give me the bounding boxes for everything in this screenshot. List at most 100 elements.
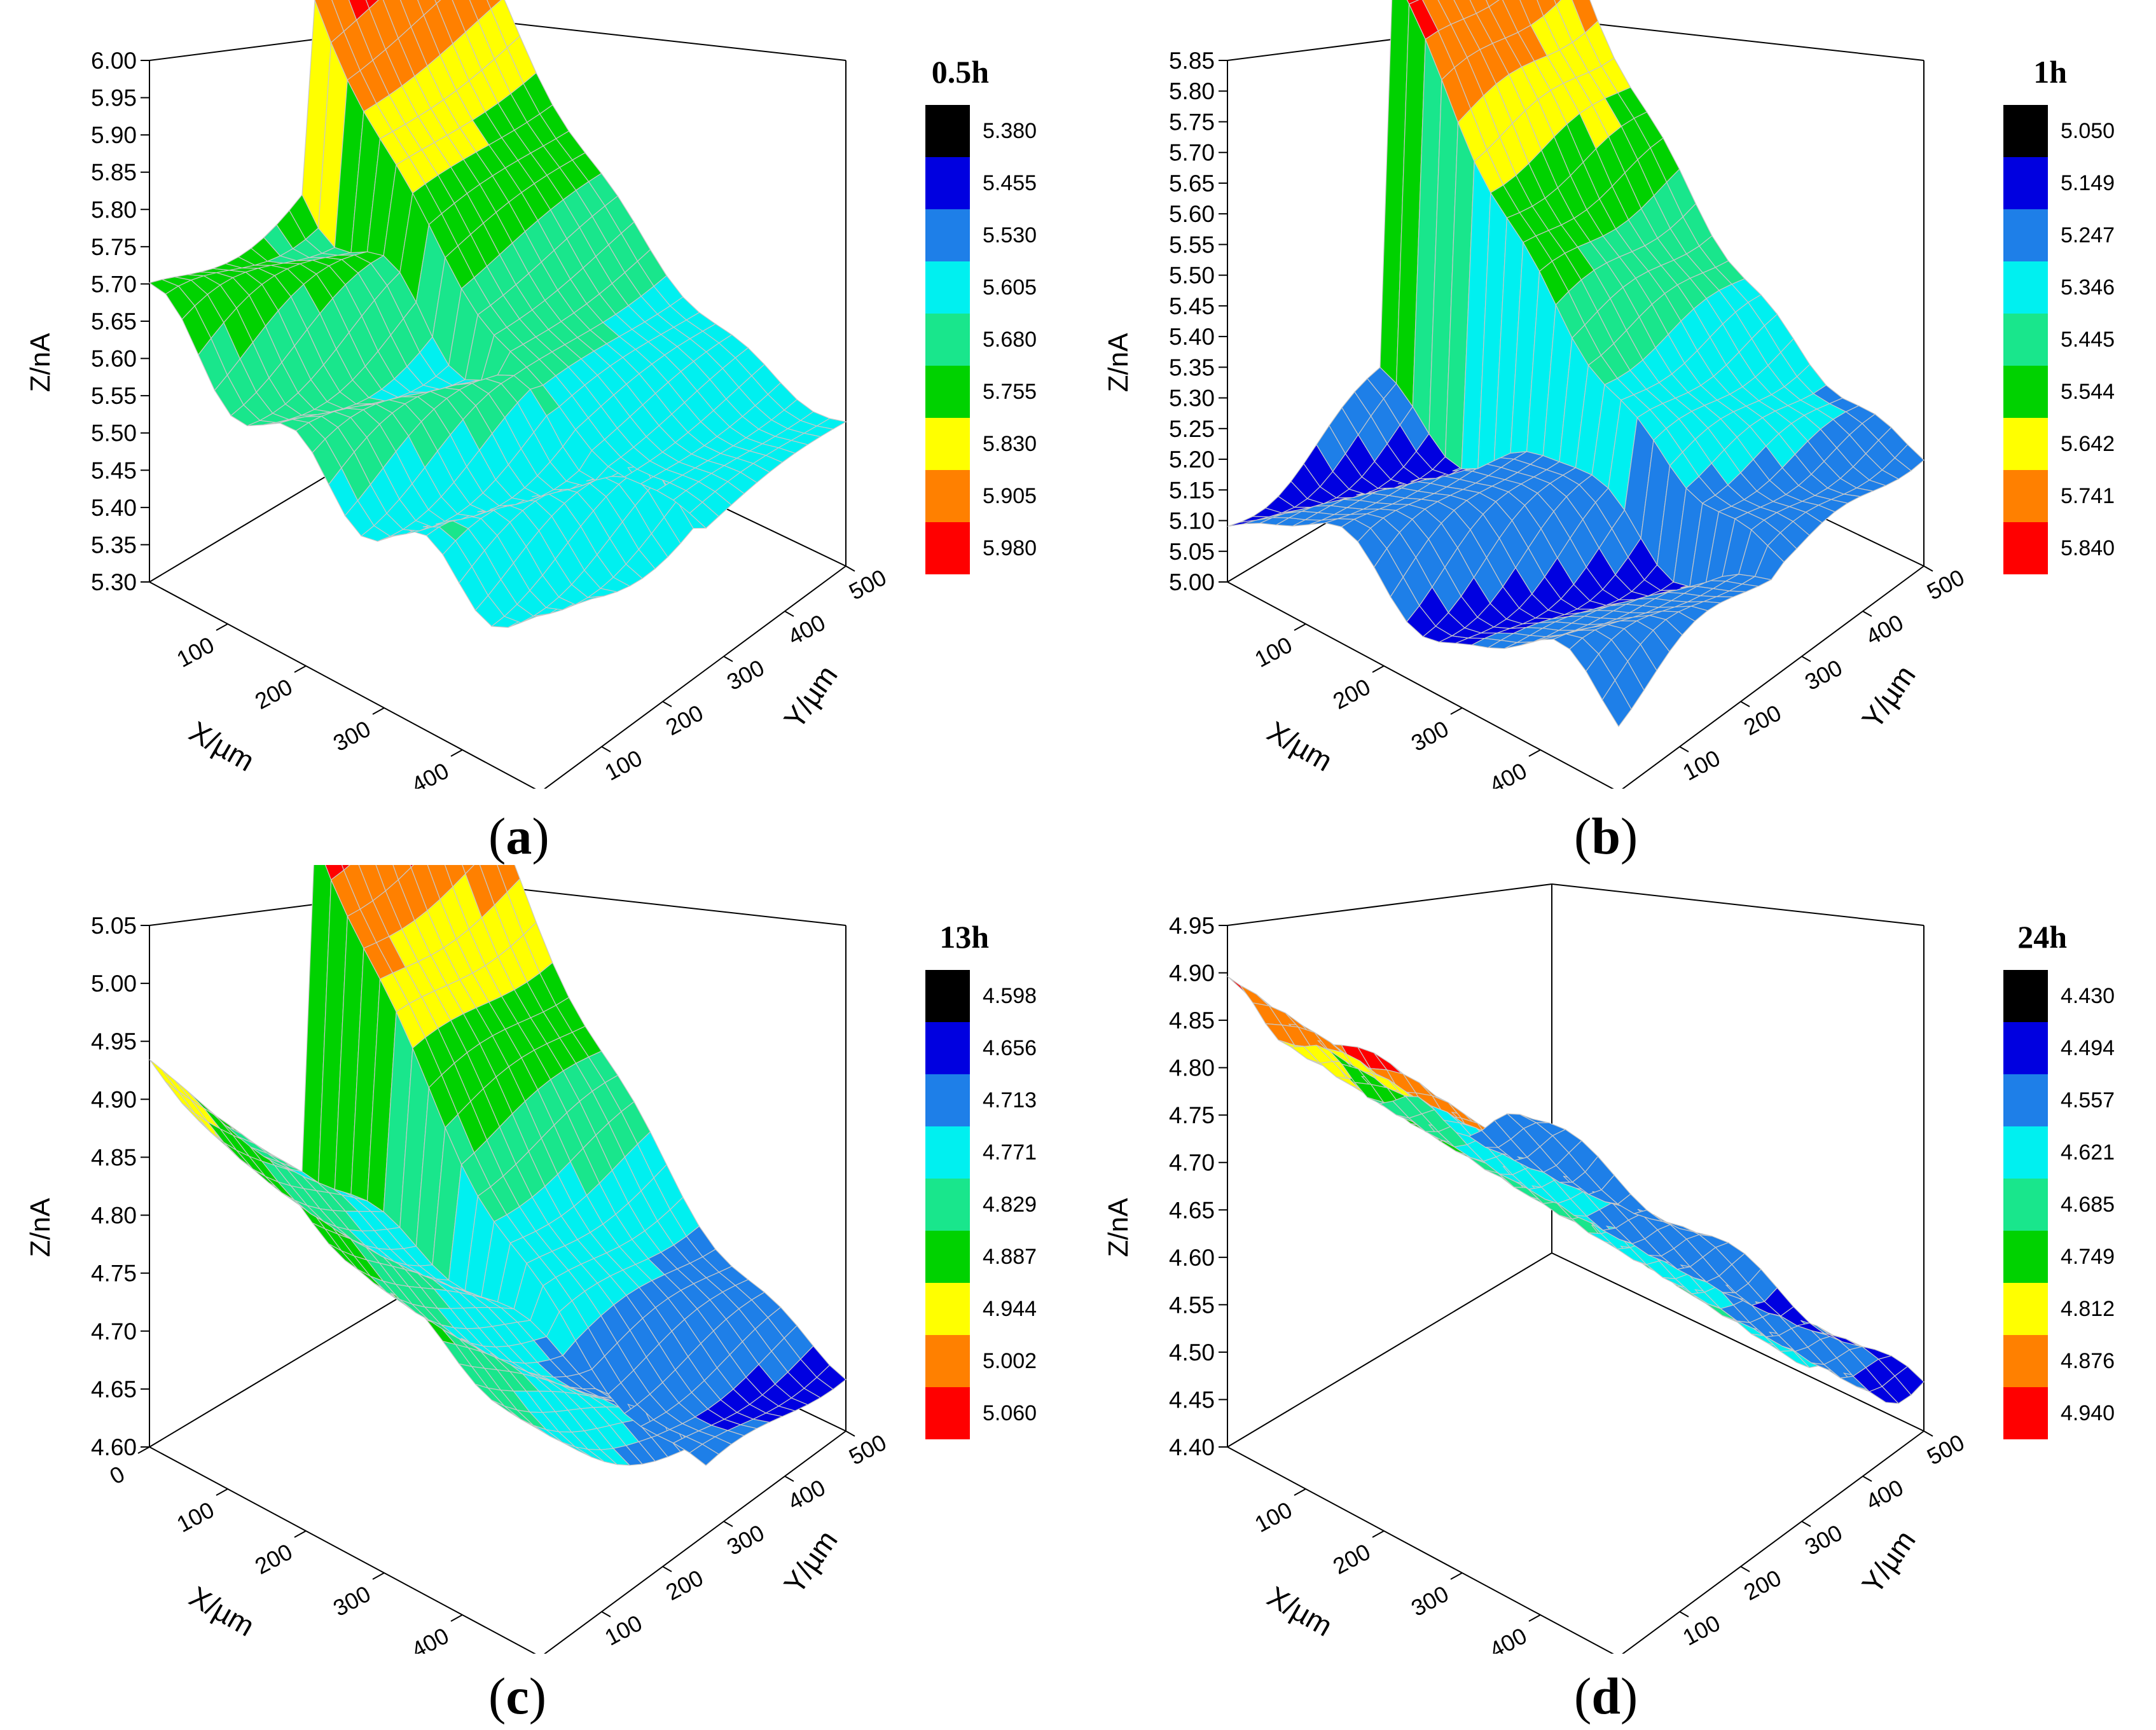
colorbar-swatch <box>2003 1231 2048 1283</box>
colorbar-swatch <box>925 1022 970 1074</box>
z-tick-label: 4.85 <box>91 1144 137 1170</box>
z-tick-label: 5.45 <box>91 457 137 483</box>
y-tick-label: 300 <box>1800 654 1846 695</box>
y-tick <box>662 1566 672 1572</box>
colorbar-swatch <box>2003 1283 2048 1335</box>
y-tick <box>1923 565 1933 572</box>
colorbar-label: 4.771 <box>983 1140 1037 1165</box>
z-tick-label: 5.70 <box>91 271 137 297</box>
z-tick-label: 4.60 <box>91 1434 137 1460</box>
x-tick-label: 200 <box>1329 674 1374 714</box>
colorbar-swatch <box>2003 1022 2048 1074</box>
y-axis-label: Y/µm <box>1855 1524 1922 1600</box>
frame-edge <box>544 565 847 789</box>
colorbar-label: 4.887 <box>983 1245 1037 1269</box>
panel-letter-b: (b) <box>1574 807 1638 865</box>
y-tick-label: 100 <box>1678 1610 1724 1650</box>
colorbar-swatch <box>2003 209 2048 261</box>
panel-c: 4.60 4.65 4.70 4.75 4.80 4.85 4.90 4.95 5.00 5.05… <box>0 865 1078 1730</box>
z-tick-label: 5.85 <box>91 160 137 186</box>
z-tick-label: 5.50 <box>91 420 137 446</box>
z-axis: 5.00 5.05 5.10 5.15 5.20 5.25 5.30 5.35 5.40 5.45… <box>1103 48 1227 595</box>
colorbar-label: 4.812 <box>2061 1297 2115 1321</box>
x-tick-label: 100 <box>1250 1497 1296 1537</box>
surface-plot-a: 5.30 5.35 5.40 5.45 5.50 5.55 5.60 5.65 5.70 5.75… <box>25 0 1037 789</box>
surface-mesh <box>148 0 847 628</box>
x-tick <box>137 1446 150 1454</box>
colorbar-label: 4.656 <box>983 1036 1037 1060</box>
colorbar-label: 4.829 <box>983 1193 1037 1217</box>
x-tick-label: 300 <box>329 1581 375 1621</box>
y-tick <box>601 1611 611 1617</box>
y-tick <box>784 1476 794 1482</box>
colorbar-label: 4.430 <box>2061 984 2115 1008</box>
colorbar-label: 4.940 <box>2061 1401 2115 1425</box>
colorbar-swatch <box>925 1179 970 1231</box>
x-tick <box>1528 1614 1541 1622</box>
z-tick-label: 5.75 <box>91 234 137 260</box>
colorbar-swatch <box>2003 522 2048 574</box>
surface-cell <box>1240 985 1271 1007</box>
y-axis-label: Y/µm <box>1855 659 1922 735</box>
x-tick-label: 100 <box>1250 632 1296 672</box>
x-axis-label: X/µm <box>1262 715 1338 778</box>
y-axis: 0100200300400500Y/µm <box>1678 1429 1968 1650</box>
y-tick <box>601 746 611 752</box>
y-tick-label: 300 <box>722 654 768 695</box>
y-tick <box>1801 1521 1811 1527</box>
colorbar: 0.5h 5.380 5.455 5.530 5.605 5.680 5.755 5.830 5… <box>925 54 1037 574</box>
z-tick-label: 4.65 <box>1169 1197 1215 1223</box>
x-axis: 100200300400500X/µm <box>1250 1488 1541 1654</box>
y-tick <box>1740 1566 1750 1572</box>
frame-edge <box>1227 1446 1614 1654</box>
y-tick <box>845 565 855 572</box>
colorbar-swatch <box>925 314 970 366</box>
colorbar-swatch <box>2003 1335 2048 1387</box>
colorbar: 1h 5.050 5.149 5.247 5.346 5.445 5.544 5.642 5.7… <box>2003 54 2115 574</box>
colorbar-swatch <box>925 1231 970 1283</box>
y-axis-label: Y/µm <box>777 1524 844 1600</box>
x-tick-label: 100 <box>172 1497 218 1537</box>
y-tick <box>723 1521 733 1527</box>
colorbar-label: 5.642 <box>2061 432 2115 456</box>
z-axis: 4.40 4.45 4.50 4.55 4.60 4.65 4.70 4.75 4.80 4.85… <box>1103 913 1227 1460</box>
y-axis-label: Y/µm <box>777 659 844 735</box>
x-axis-label: X/µm <box>1262 1580 1338 1643</box>
x-tick-label: 400 <box>1485 758 1531 789</box>
surface-plot-c: 4.60 4.65 4.70 4.75 4.80 4.85 4.90 4.95 5.00 5.05… <box>25 865 1037 1654</box>
colorbar-swatch <box>925 970 970 1022</box>
surface-cell <box>815 418 847 430</box>
colorbar-label: 5.755 <box>983 380 1037 404</box>
colorbar-swatch <box>925 1283 970 1335</box>
colorbar-label: 5.840 <box>2061 536 2115 560</box>
y-tick <box>1862 1476 1872 1482</box>
x-tick <box>450 749 463 757</box>
x-tick <box>216 1488 228 1496</box>
colorbar-label: 5.455 <box>983 171 1037 195</box>
z-axis: 4.60 4.65 4.70 4.75 4.80 4.85 4.90 4.95 5.00 5.05… <box>25 913 149 1460</box>
z-tick-label: 4.50 <box>1169 1339 1215 1366</box>
colorbar-swatch <box>2003 1179 2048 1231</box>
colorbar-swatch <box>2003 970 2048 1022</box>
surface-cell <box>1894 444 1925 471</box>
surface-mesh <box>1227 976 1925 1404</box>
x-tick <box>1450 1572 1463 1580</box>
z-tick-label: 5.95 <box>91 85 137 111</box>
colorbar-label: 5.980 <box>983 536 1037 560</box>
colorbar-swatch <box>925 1335 970 1387</box>
colorbar-swatch <box>2003 105 2048 157</box>
z-tick-label: 4.65 <box>91 1376 137 1402</box>
z-axis-label: Z/nA <box>1103 1198 1134 1257</box>
colorbar: 24h 4.430 4.494 4.557 4.621 4.685 4.749 4.812 4.… <box>2003 919 2115 1439</box>
z-tick-label: 5.90 <box>91 122 137 148</box>
colorbar-swatch <box>925 209 970 261</box>
x-tick-label: 400 <box>407 1623 453 1654</box>
frame-edge <box>1622 565 1925 789</box>
colorbar-label: 4.944 <box>983 1297 1037 1321</box>
y-tick-label: 100 <box>600 1610 646 1650</box>
colorbar-label: 4.685 <box>2061 1193 2115 1217</box>
frame-edge <box>1227 1252 1552 1448</box>
colorbar-label: 5.741 <box>2061 484 2115 508</box>
frame-edge <box>1227 883 1552 926</box>
